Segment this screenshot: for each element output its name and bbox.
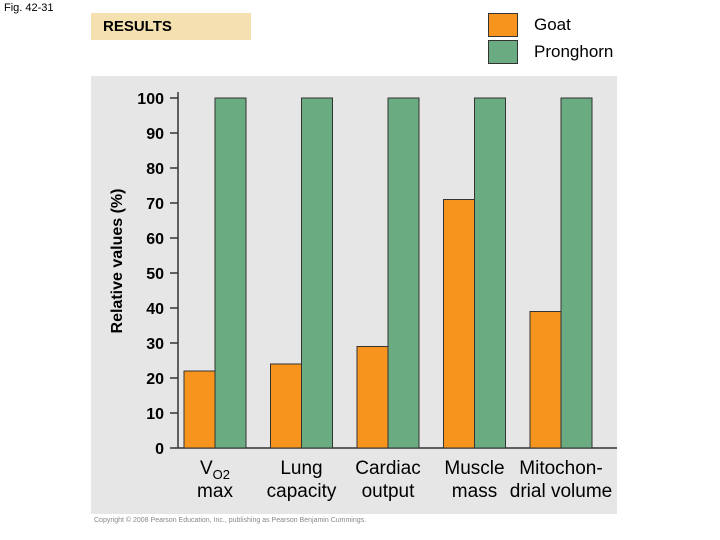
y-tick-label-60: 60 (146, 231, 164, 248)
x-tick-label-2: Cardiac (355, 458, 420, 479)
y-tick-label-10: 10 (146, 406, 164, 423)
figure-label: Fig. 42-31 (4, 2, 54, 14)
results-label: RESULTS (91, 13, 251, 40)
y-tick-label-20: 20 (146, 371, 164, 388)
x-tick-label-line2-3: mass (452, 481, 497, 502)
bar-goat-0 (183, 370, 216, 449)
y-tick-label-90: 90 (146, 126, 164, 143)
bar-goat-3 (443, 199, 475, 449)
x-tick-label-line2-0: max (197, 481, 233, 502)
y-tick-label-70: 70 (146, 196, 164, 213)
bar-pronghorn-0 (214, 97, 247, 449)
bar-pronghorn-1 (301, 97, 333, 449)
x-tick-label-4: Mitochon- (519, 458, 602, 479)
x-tick-label-1: Lung (280, 458, 322, 479)
x-tick-label-line2-4: drial volume (510, 481, 612, 502)
x-tick-label-line2-1: capacity (267, 481, 337, 502)
y-tick-label-50: 50 (146, 266, 164, 283)
bar-goat-4 (529, 311, 562, 449)
x-tick-label-3: Muscle (444, 458, 504, 479)
bar-goat-1 (270, 363, 302, 449)
y-tick-label-80: 80 (146, 161, 164, 178)
y-tick-label-100: 100 (137, 91, 164, 108)
bar-pronghorn-3 (474, 97, 506, 449)
y-tick-label-0: 0 (155, 441, 164, 458)
x-tick-label-0: VO2 (200, 458, 230, 482)
legend-swatch-pronghorn (488, 40, 518, 64)
copyright-text: Copyright © 2008 Pearson Education, Inc.… (94, 517, 367, 524)
y-tick-label-30: 30 (146, 336, 164, 353)
legend-swatch-goat (488, 13, 518, 37)
legend-label-goat: Goat (534, 15, 571, 34)
legend-item-pronghorn: Pronghorn (488, 40, 613, 64)
bar-pronghorn-2 (387, 97, 420, 449)
y-tick-label-40: 40 (146, 301, 164, 318)
bar-goat-2 (356, 346, 389, 449)
legend-item-goat: Goat (488, 13, 571, 37)
x-tick-label-line2-2: output (362, 481, 416, 502)
bar-pronghorn-4 (560, 97, 593, 449)
legend-label-pronghorn: Pronghorn (534, 42, 614, 61)
